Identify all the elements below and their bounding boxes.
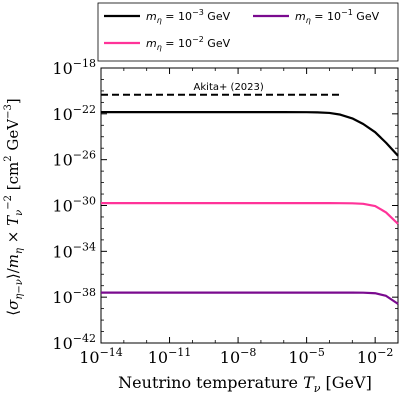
plot-frame: [100, 67, 399, 344]
legend-label-2: mη = 10−2 GeV: [146, 35, 231, 52]
annotation-label: Akita+ (2023): [194, 82, 264, 93]
y-axis-label: ⟨ση−ν⟩/mη × Tν−2 [cm2 GeV−3]: [3, 98, 25, 315]
x-tick-label: 10−14: [79, 346, 123, 367]
x-axis-label: Neutrino temperature Tν [GeV]: [118, 373, 372, 395]
legend-frame: [97, 2, 399, 62]
legend-items: mη = 10−3 GeV mη = 10−2 GeV mη = 10−1 GeV: [104, 8, 380, 52]
series-line-3: [101, 291, 399, 305]
y-tick-label: 10−30: [52, 195, 96, 216]
series-line-2: [101, 202, 399, 225]
legend-label-3: mη = 10−1 GeV: [295, 8, 380, 25]
legend: mη = 10−3 GeV mη = 10−2 GeV mη = 10−1 GeV: [97, 2, 399, 62]
legend-label-1: mη = 10−3 GeV: [146, 8, 231, 25]
annotations-group: Akita+ (2023): [101, 82, 341, 96]
y-tick-label: 10−18: [52, 57, 96, 78]
x-tick-label: 10−8: [220, 346, 257, 367]
y-tick-label: 10−22: [52, 103, 96, 124]
x-tick-label: 10−5: [288, 346, 325, 367]
axis-ticks: 10−14 10−11 10−8 10−5 10−2 10−18 10−22 10−26 10−…: [52, 57, 399, 367]
y-tick-label: 10−34: [52, 240, 96, 261]
x-tick-label: 10−11: [148, 346, 192, 367]
x-tick-label: 10−2: [357, 346, 394, 367]
y-tick-label: 10−38: [52, 286, 96, 307]
series-group: [101, 111, 399, 305]
series-line-1: [101, 111, 399, 157]
y-tick-label: 10−26: [52, 149, 96, 170]
